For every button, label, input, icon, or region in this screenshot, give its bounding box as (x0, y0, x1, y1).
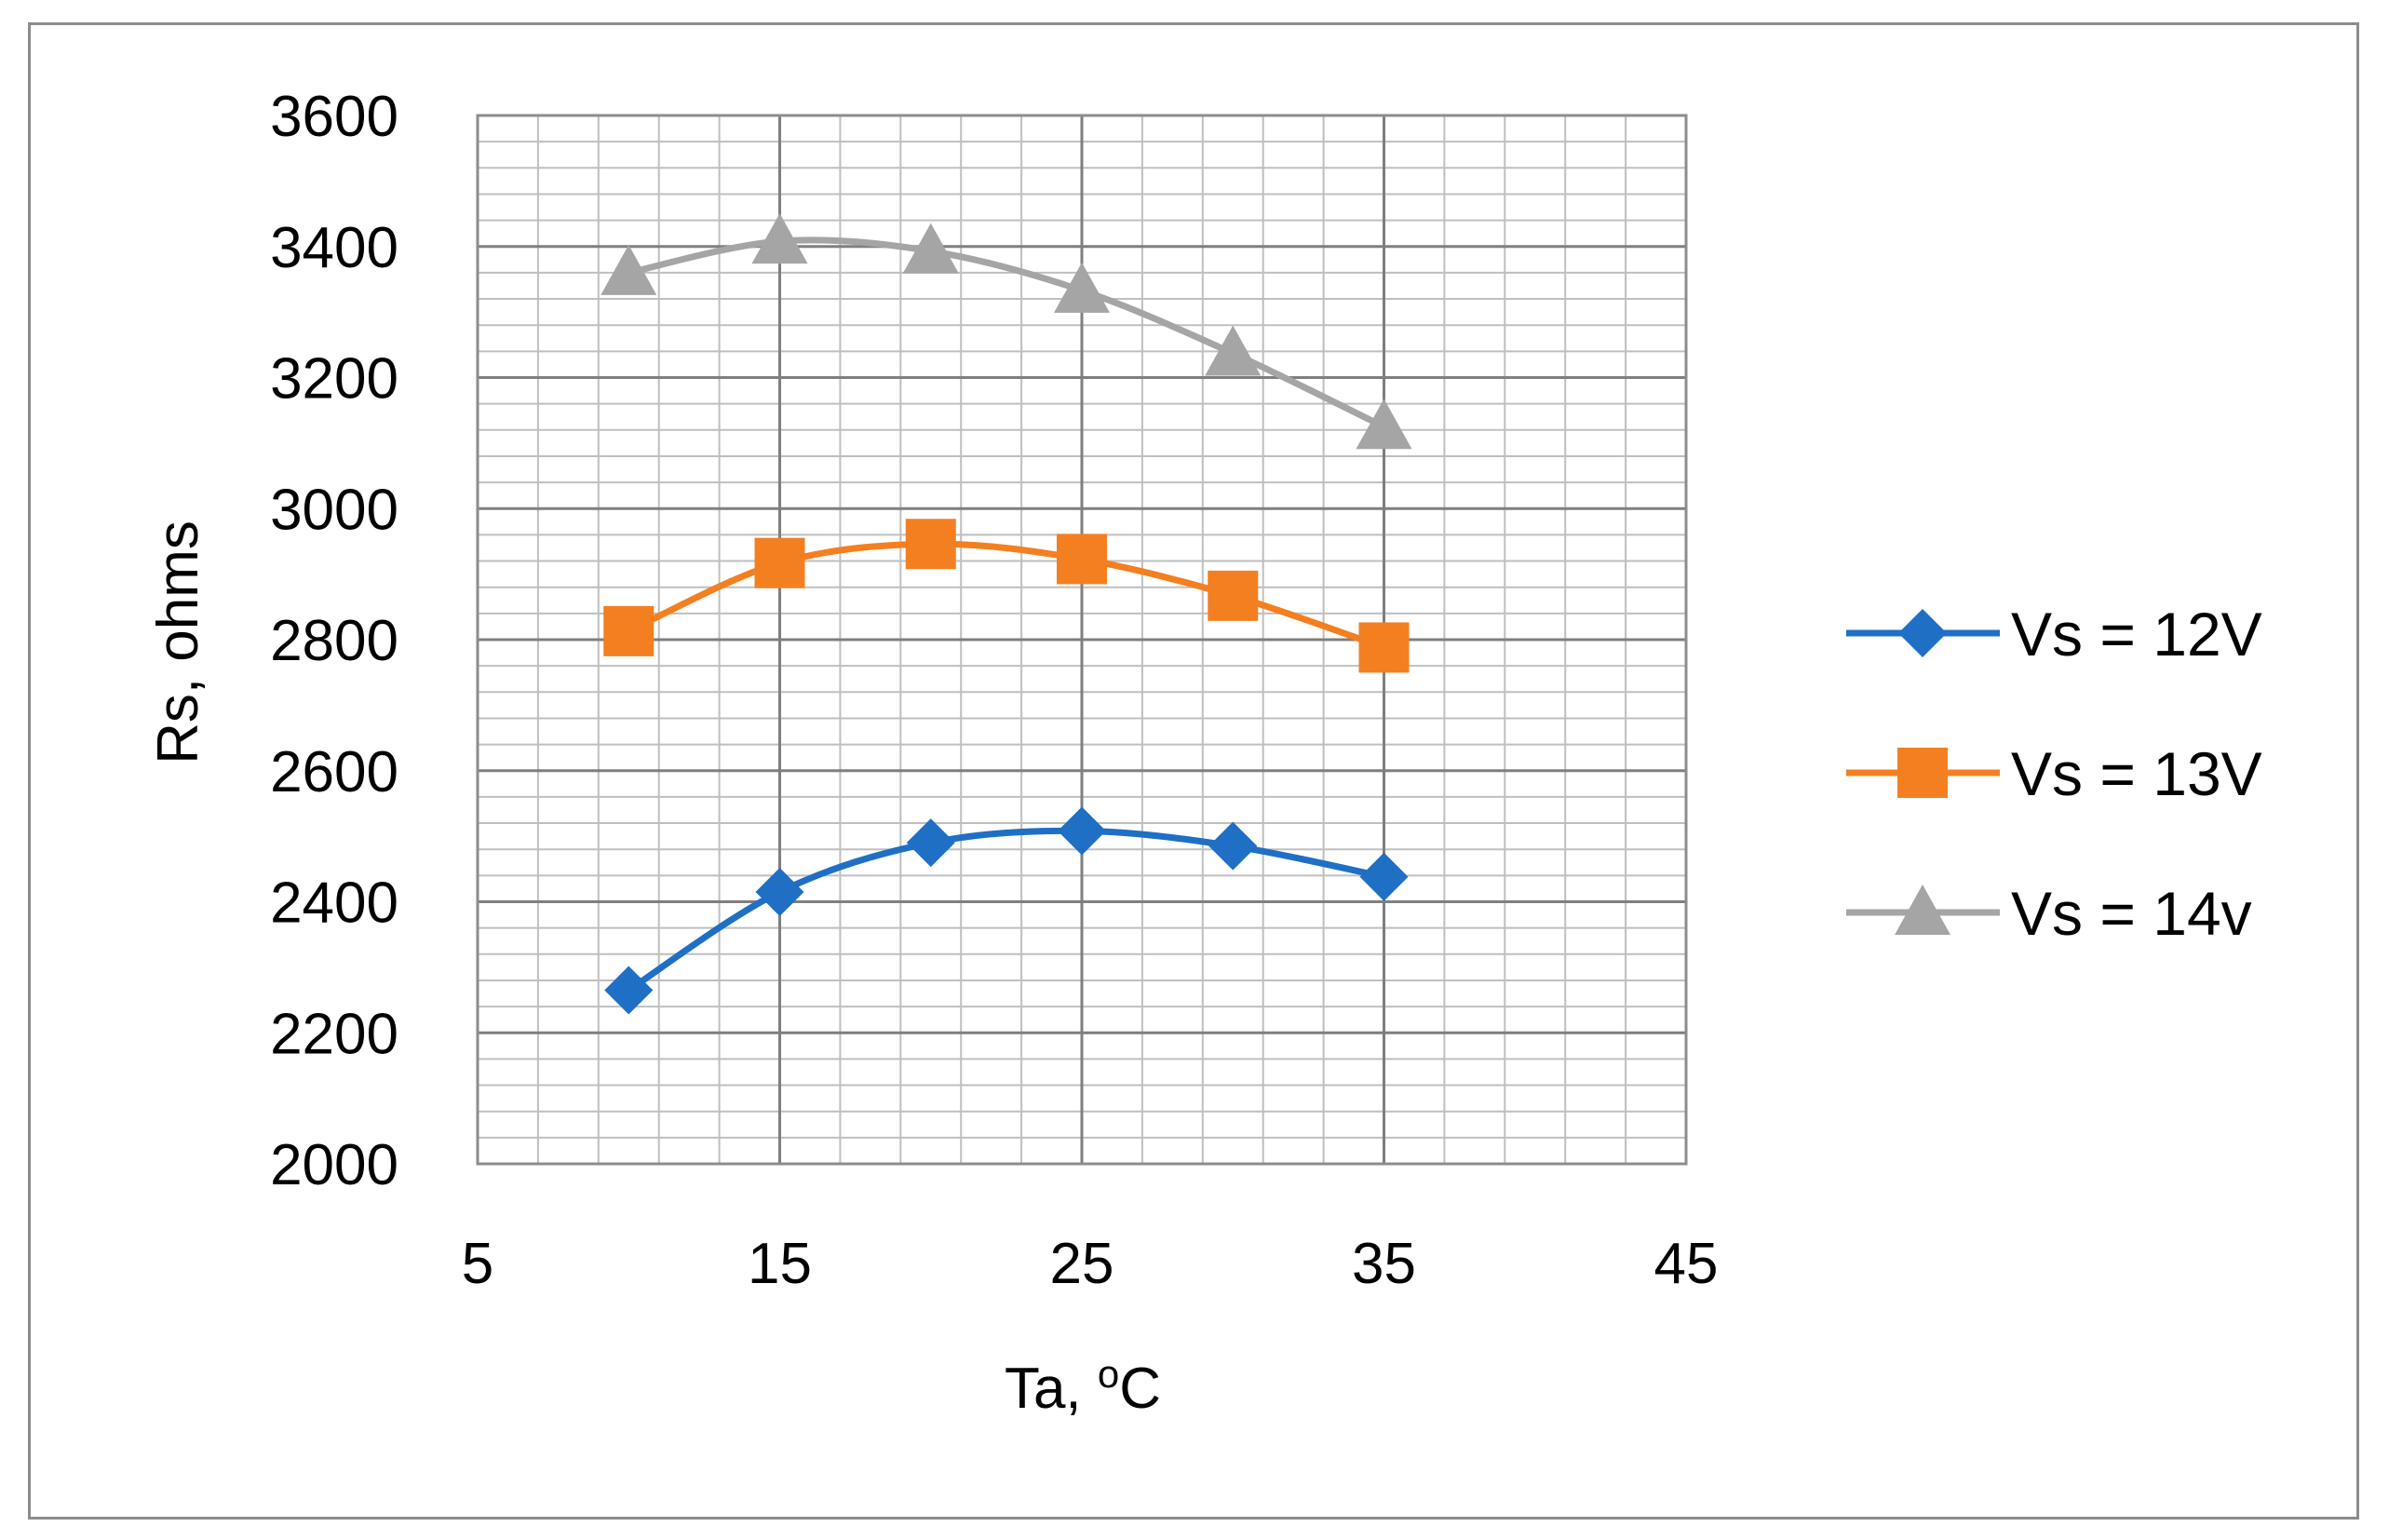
data-point (1054, 262, 1110, 313)
plot-area (476, 114, 1688, 1166)
data-point (1057, 534, 1107, 585)
data-point (755, 867, 804, 916)
legend-item: Vs = 14v (1846, 879, 2252, 948)
x-tick-label: 25 (1050, 1232, 1114, 1296)
x-tick-label: 35 (1352, 1232, 1416, 1296)
data-point (902, 223, 959, 274)
legend-marker (1898, 609, 1947, 657)
series-layer (601, 213, 1412, 1015)
data-point (1359, 852, 1409, 901)
data-point (1205, 325, 1262, 376)
series-line (627, 827, 1385, 993)
y-tick-label: 3000 (270, 478, 398, 542)
legend-label: Vs = 14v (2011, 879, 2252, 948)
x-tick-label: 15 (748, 1232, 812, 1296)
y-tick-label: 3600 (270, 85, 398, 149)
legend-label: Vs = 12V (2011, 600, 2262, 669)
x-tick-label: 45 (1654, 1232, 1719, 1296)
data-point (905, 519, 956, 570)
y-tick-label: 3200 (270, 347, 398, 412)
data-point (906, 818, 955, 868)
series-line (628, 236, 1386, 430)
legend-item: Vs = 13V (1846, 739, 2262, 808)
data-point (604, 966, 654, 1015)
data-point (1356, 399, 1412, 450)
y-tick-label: 2200 (270, 1002, 398, 1066)
legend-marker (1895, 885, 1950, 935)
data-point (1058, 806, 1106, 856)
x-axis-title-main: Ta, (1005, 1357, 1098, 1421)
x-axis-tick-labels: 5 15 25 35 45 (462, 1232, 1719, 1296)
data-point (751, 213, 808, 264)
x-axis-title: Ta, oC (1005, 1352, 1161, 1421)
legend: Vs = 12V Vs = 13V Vs = 14v (1846, 600, 2262, 948)
data-point (754, 537, 805, 588)
data-point (1208, 821, 1258, 871)
y-tick-label: 2000 (270, 1133, 398, 1197)
legend-label: Vs = 13V (2011, 739, 2262, 808)
data-point (1358, 622, 1410, 673)
series-line (627, 540, 1385, 651)
x-axis-title-superscript: o (1098, 1352, 1119, 1396)
y-axis-title: Rs, ohms (146, 520, 210, 764)
data-point (603, 605, 655, 656)
series-1 (604, 806, 1409, 1015)
y-tick-label: 2400 (270, 871, 398, 936)
series-2 (603, 519, 1410, 673)
x-tick-label: 5 (462, 1232, 493, 1296)
y-tick-label: 3400 (270, 216, 398, 280)
y-tick-label: 2600 (270, 740, 398, 804)
data-point (601, 244, 657, 295)
legend-marker (1897, 748, 1948, 798)
series-3 (601, 213, 1412, 450)
x-axis-title-unit: C (1119, 1357, 1161, 1421)
legend-item: Vs = 12V (1846, 600, 2262, 669)
y-axis-tick-labels: 2000 2200 2400 2600 2800 3000 3200 3400 3600 (270, 85, 398, 1197)
y-tick-label: 2800 (270, 609, 398, 673)
data-point (1208, 570, 1259, 621)
